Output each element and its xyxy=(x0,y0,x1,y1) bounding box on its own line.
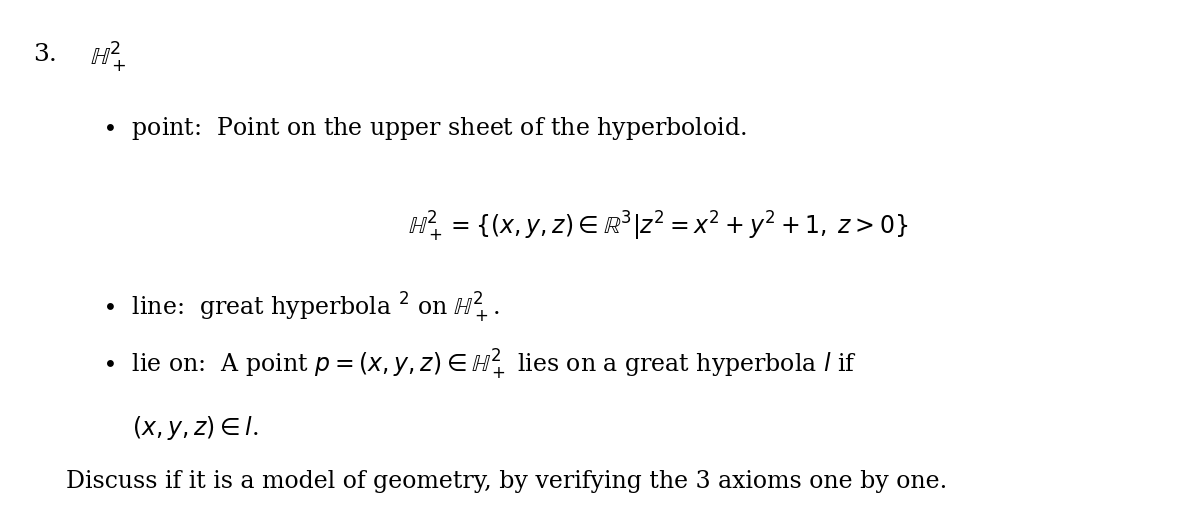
Text: 3.: 3. xyxy=(34,43,58,66)
Text: $\bullet$  point:  Point on the upper sheet of the hyperboloid.: $\bullet$ point: Point on the upper shee… xyxy=(102,115,746,142)
Text: $\mathbb{H}^2_+$: $\mathbb{H}^2_+$ xyxy=(90,41,126,75)
Text: Discuss if it is a model of geometry, by verifying the 3 axioms one by one.: Discuss if it is a model of geometry, by… xyxy=(66,470,947,493)
Text: $\bullet$  lie on:  A point $p = (x, y, z) \in \mathbb{H}^2_+$ lies on a great h: $\bullet$ lie on: A point $p = (x, y, z)… xyxy=(102,347,857,382)
Text: $\mathbb{H}^2_+ = \{(x, y, z) \in \mathbb{R}^3 | z^2 = x^2 + y^2 + 1,\; z > 0\}$: $\mathbb{H}^2_+ = \{(x, y, z) \in \mathb… xyxy=(408,210,908,244)
Text: $(x, y, z) \in l$.: $(x, y, z) \in l$. xyxy=(132,414,259,442)
Text: $\bullet$  line:  great hyperbola $^2$ on $\mathbb{H}^2_+$.: $\bullet$ line: great hyperbola $^2$ on … xyxy=(102,291,499,326)
